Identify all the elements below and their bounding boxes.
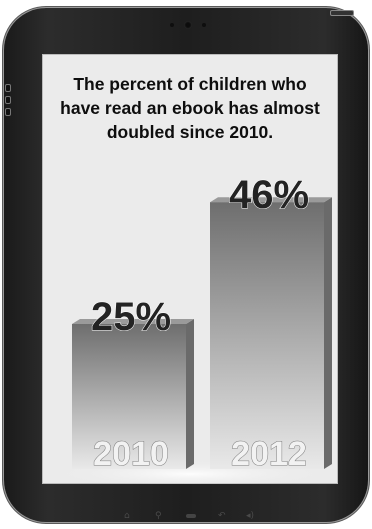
bar-top-2012 bbox=[210, 197, 332, 203]
sensor-dot bbox=[202, 23, 206, 27]
side-button[interactable] bbox=[5, 96, 11, 104]
chart-title: The percent of children who have read an… bbox=[60, 74, 320, 142]
bar-value-label: 25% bbox=[91, 295, 171, 339]
bar-2012 bbox=[210, 202, 324, 469]
home-icon[interactable]: ⌂ bbox=[124, 511, 130, 521]
category-label: 2012 bbox=[231, 435, 307, 473]
back-icon[interactable]: ↶ bbox=[218, 511, 226, 521]
search-icon[interactable]: ⚲ bbox=[155, 511, 162, 521]
sensor-dot bbox=[170, 23, 174, 27]
tablet-screen: The percent of children who have read an… bbox=[42, 54, 338, 484]
bar-top-2010 bbox=[72, 319, 194, 324]
volume-icon[interactable]: ◂) bbox=[246, 511, 255, 521]
tablet-frame: The percent of children who have read an… bbox=[4, 8, 368, 522]
bar-value-label: 46% bbox=[229, 173, 309, 217]
power-button[interactable] bbox=[330, 10, 354, 16]
bar-2010 bbox=[72, 324, 186, 469]
side-button[interactable] bbox=[5, 108, 11, 116]
side-button[interactable] bbox=[5, 84, 11, 92]
bar-side-2012 bbox=[324, 197, 332, 469]
bar-side-2010 bbox=[186, 319, 194, 469]
category-label: 2010 bbox=[93, 435, 169, 473]
camera-lens bbox=[184, 21, 192, 29]
bar-chart: 25% 2010 46% 2012 bbox=[50, 173, 332, 484]
home-button[interactable] bbox=[186, 514, 196, 518]
